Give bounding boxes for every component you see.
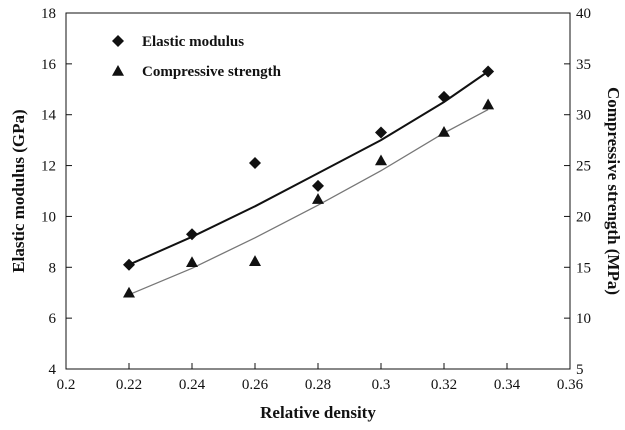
legend: Elastic modulus Compressive strength [112, 34, 282, 80]
compressive-strength-point [123, 286, 135, 298]
y-tick-label: 18 [41, 6, 56, 22]
compressive-strength-trend-line [128, 109, 489, 296]
elastic-modulus-point [249, 157, 261, 170]
elastic-modulus-trend-line [128, 70, 489, 266]
y-tick-label: 4 [49, 362, 57, 378]
elastic-modulus-point [482, 65, 495, 78]
y-tick-label: 16 [41, 57, 57, 73]
elastic-modulus-point [186, 228, 198, 241]
x-tick-label: 0.34 [494, 377, 521, 393]
compressive-strength-point [312, 193, 324, 204]
x-tick-label: 0.36 [557, 377, 584, 393]
legend-label-compressive-strength: Compressive strength [142, 64, 282, 80]
y2-tick-label: 15 [576, 260, 591, 276]
y-tick-label: 8 [49, 260, 57, 276]
y2-tick-label: 20 [576, 209, 591, 225]
x-tick-label: 0.2 [57, 377, 76, 393]
y-tick-label: 14 [41, 108, 57, 124]
x-tick-label: 0.28 [305, 377, 331, 393]
elastic-modulus-point [123, 258, 135, 271]
elastic-modulus-point [438, 90, 450, 103]
y2-tick-label: 30 [576, 108, 591, 124]
y-axis-title: Elastic modulus (GPa) [9, 109, 28, 272]
series-layer [123, 65, 495, 298]
legend-triangle-icon [112, 65, 124, 76]
compressive-strength-point [482, 98, 495, 110]
compressive-strength-point [438, 126, 450, 137]
y2-tick-label: 5 [576, 362, 584, 378]
compressive-strength-point [375, 154, 387, 166]
y2-tick-label: 25 [576, 159, 591, 175]
compressive-strength-point [186, 256, 198, 267]
legend-diamond-icon [112, 35, 124, 47]
compressive-strength-point [249, 255, 261, 266]
y-tick-label: 10 [41, 209, 56, 225]
y-tick-label: 6 [49, 311, 57, 327]
y2-tick-label: 40 [576, 6, 591, 22]
y2-axis-ticks: 5 10 15 20 25 30 35 40 [564, 6, 591, 378]
y2-tick-label: 10 [576, 311, 591, 327]
x-tick-label: 0.26 [242, 377, 269, 393]
y-tick-label: 12 [41, 159, 56, 175]
x-tick-label: 0.3 [372, 377, 391, 393]
y2-tick-label: 35 [576, 57, 591, 73]
x-axis-title: Relative density [260, 403, 376, 422]
x-tick-label: 0.22 [116, 377, 142, 393]
elastic-modulus-point [312, 179, 324, 192]
x-tick-label: 0.24 [179, 377, 206, 393]
legend-label-elastic-modulus: Elastic modulus [142, 34, 244, 50]
x-tick-label: 0.32 [431, 377, 457, 393]
y-axis-ticks: 4 6 8 10 12 14 16 18 [41, 6, 72, 378]
x-axis-ticks: 0.2 0.22 0.24 0.26 0.28 0.3 0.32 0.34 0.36 [57, 363, 584, 393]
y2-axis-title: Compressive strength (MPa) [604, 87, 623, 295]
elastic-modulus-point [375, 126, 387, 139]
